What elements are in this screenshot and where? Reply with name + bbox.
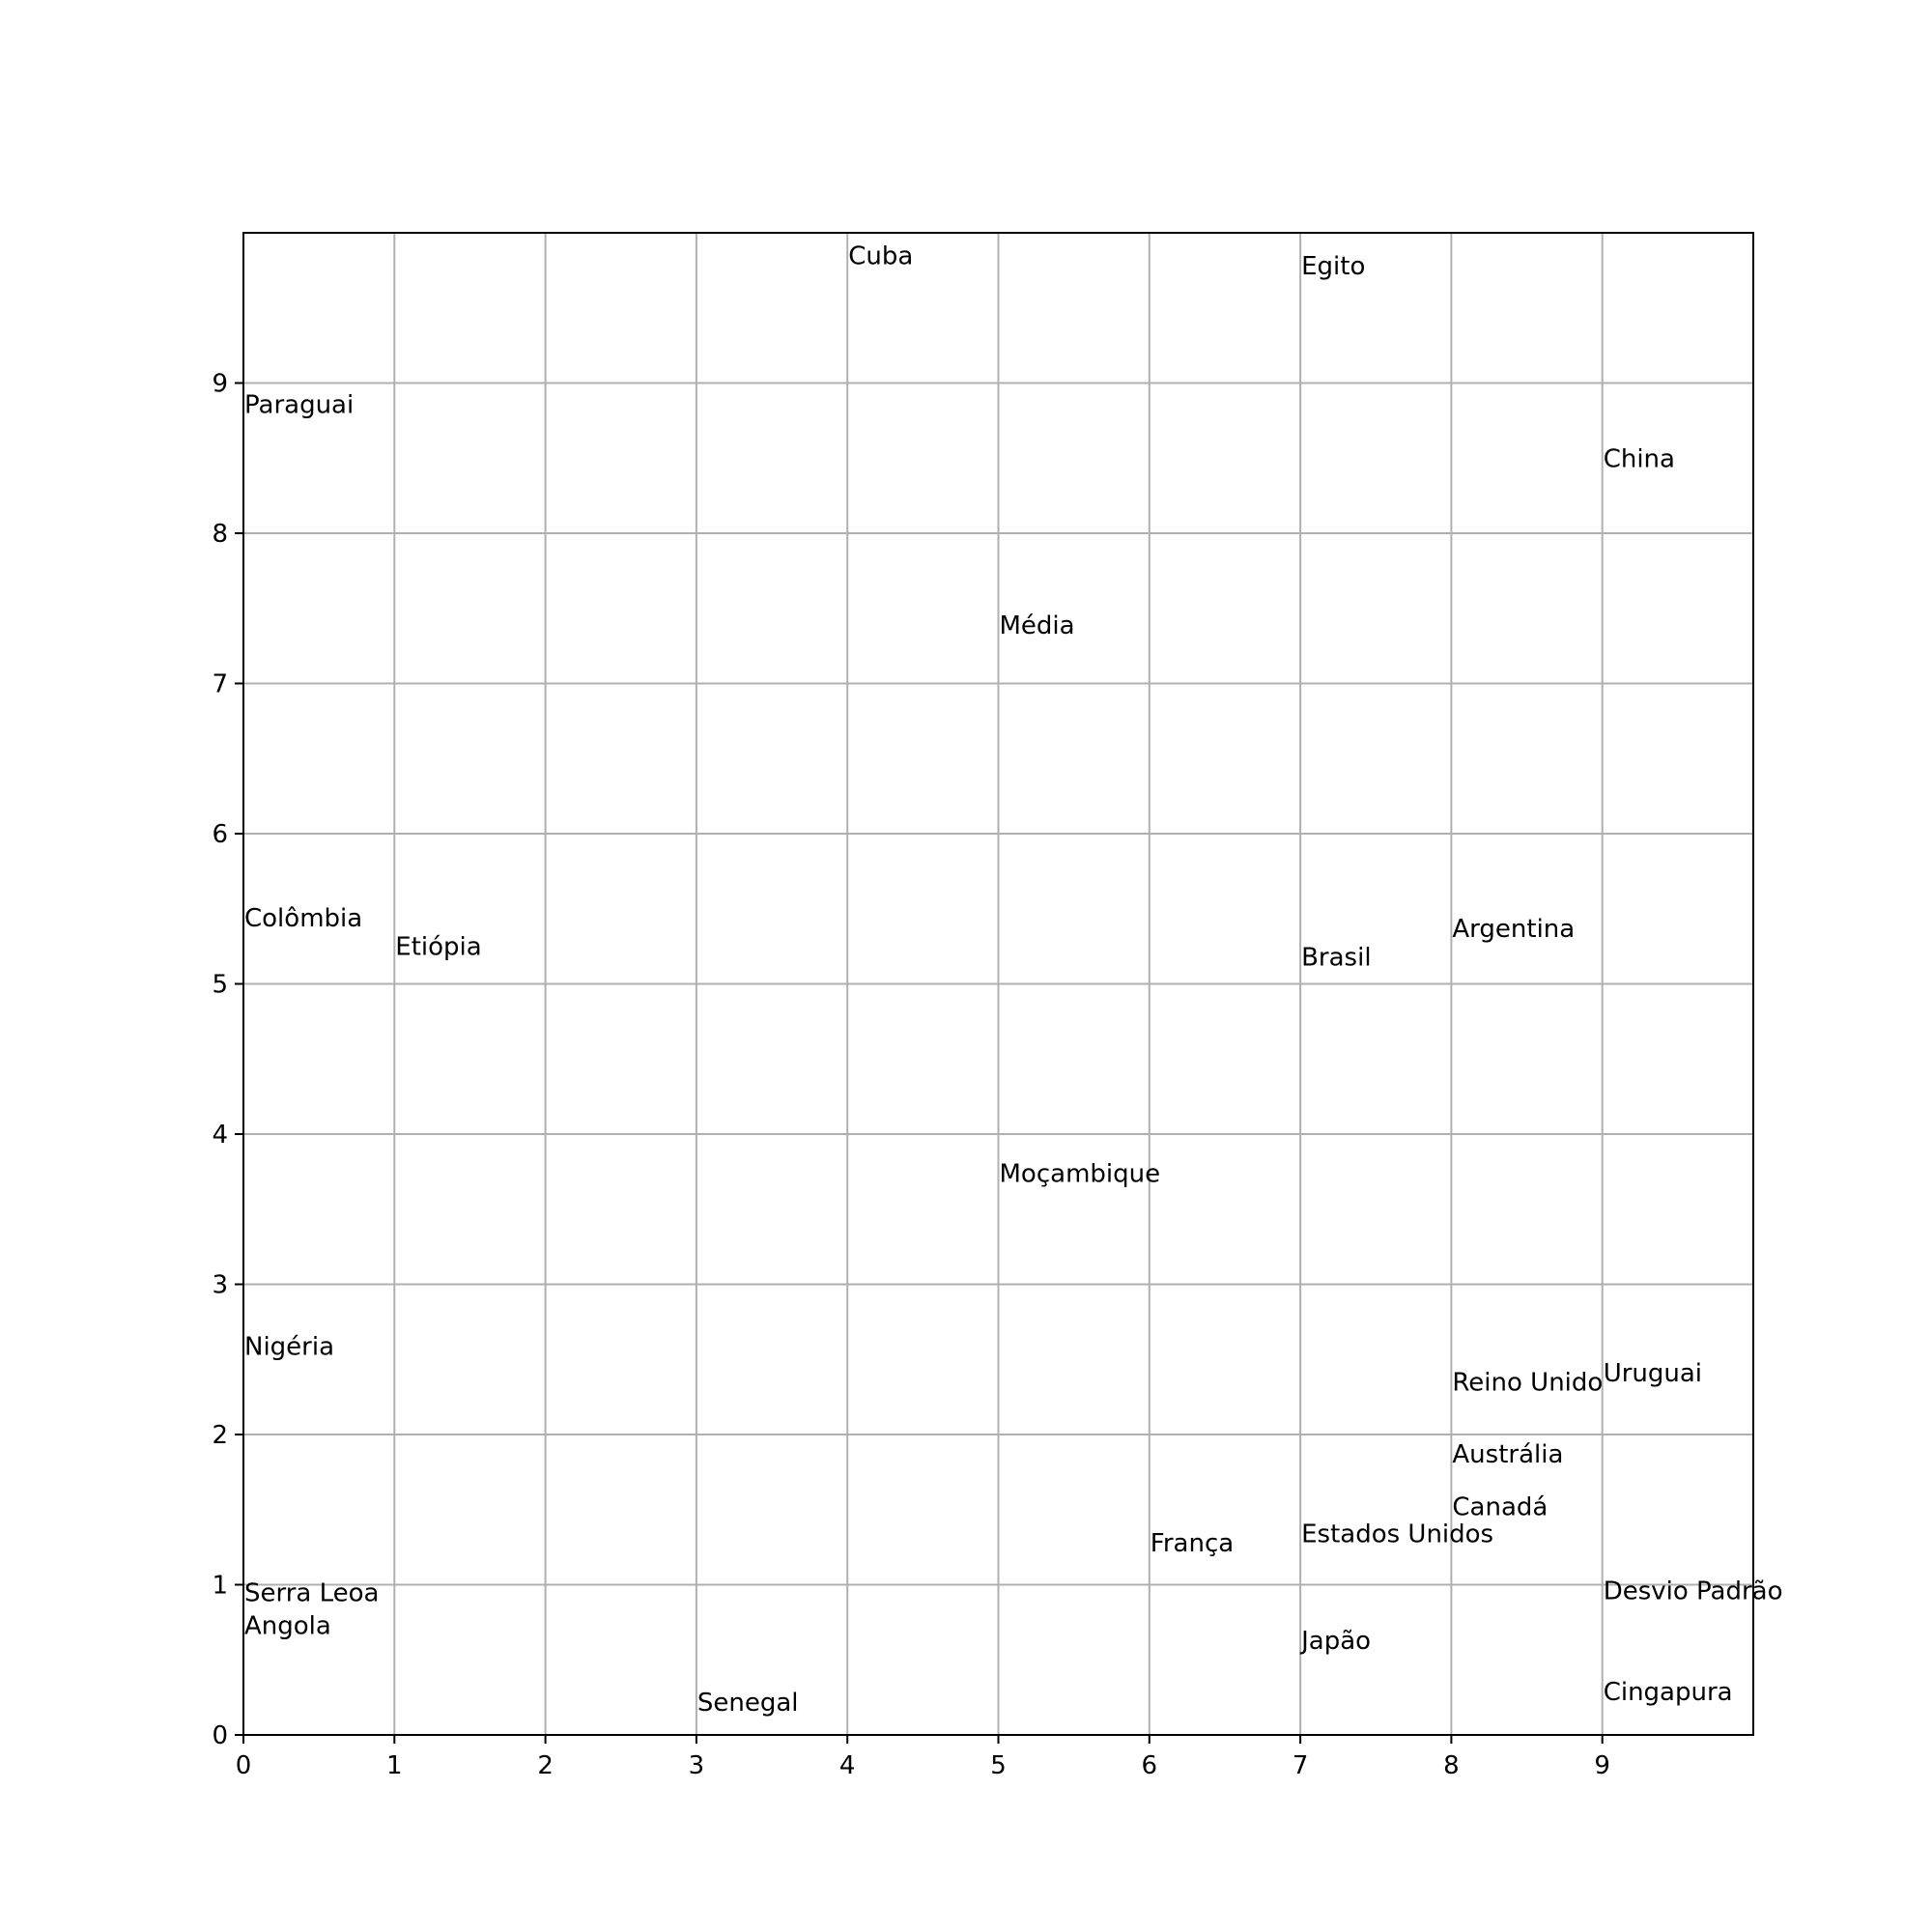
y-tick-label: 4 (212, 1121, 228, 1150)
point-label: Média (1000, 611, 1075, 640)
point-label: Japão (1299, 1627, 1371, 1656)
point-label: Canadá (1452, 1493, 1548, 1522)
x-tick-label: 6 (1142, 1751, 1158, 1780)
y-tick-label: 1 (212, 1572, 228, 1601)
x-tick-label: 3 (689, 1751, 705, 1780)
y-tick-label: 0 (212, 1721, 228, 1750)
point-labels: Cuba Egito Paraguai China Média Colômbia Etióp… (244, 242, 1783, 1717)
point-label: Argentina (1452, 915, 1575, 944)
point-label: Estados Unidos (1301, 1520, 1493, 1549)
x-tick-label: 7 (1293, 1751, 1309, 1780)
x-tick-label: 2 (537, 1751, 554, 1780)
y-tick-label: 2 (212, 1421, 228, 1450)
y-tick-label: 9 (212, 370, 228, 399)
point-label: China (1604, 444, 1675, 473)
x-tick-label: 9 (1594, 1751, 1610, 1780)
point-label: Egito (1301, 252, 1365, 281)
plot-frame (242, 232, 1754, 1736)
point-label: Austrália (1452, 1440, 1563, 1469)
point-label: Cuba (848, 242, 913, 270)
point-label: Uruguai (1604, 1359, 1702, 1388)
point-label: Moçambique (1000, 1159, 1161, 1188)
point-label: Cingapura (1604, 1678, 1733, 1707)
x-tick-label: 0 (236, 1751, 252, 1780)
axis-ticks: 0 1 2 3 4 5 6 7 8 9 0 1 2 3 4 5 6 7 8 9 (212, 370, 1610, 1781)
y-tick-label: 6 (212, 820, 228, 849)
point-label: Senegal (697, 1689, 799, 1718)
y-tick-label: 5 (212, 971, 228, 1000)
point-label: Paraguai (244, 390, 354, 419)
point-label: França (1151, 1529, 1234, 1558)
point-label: Nigéria (244, 1332, 334, 1361)
point-label: Serra Leoa (244, 1578, 379, 1607)
point-label: Brasil (1301, 944, 1371, 973)
x-tick-label: 8 (1443, 1751, 1460, 1780)
y-tick-label: 8 (212, 520, 228, 549)
y-tick-label: 7 (212, 670, 228, 699)
x-tick-label: 4 (839, 1751, 856, 1780)
x-tick-label: 1 (386, 1751, 403, 1780)
point-label: Desvio Padrão (1604, 1577, 1783, 1606)
x-tick-label: 5 (990, 1751, 1007, 1780)
point-label: Etiópia (395, 933, 481, 962)
point-label: Angola (244, 1611, 331, 1640)
y-tick-label: 3 (212, 1271, 228, 1300)
point-label: Colômbia (244, 904, 362, 933)
point-label: Reino Unido (1452, 1369, 1603, 1398)
